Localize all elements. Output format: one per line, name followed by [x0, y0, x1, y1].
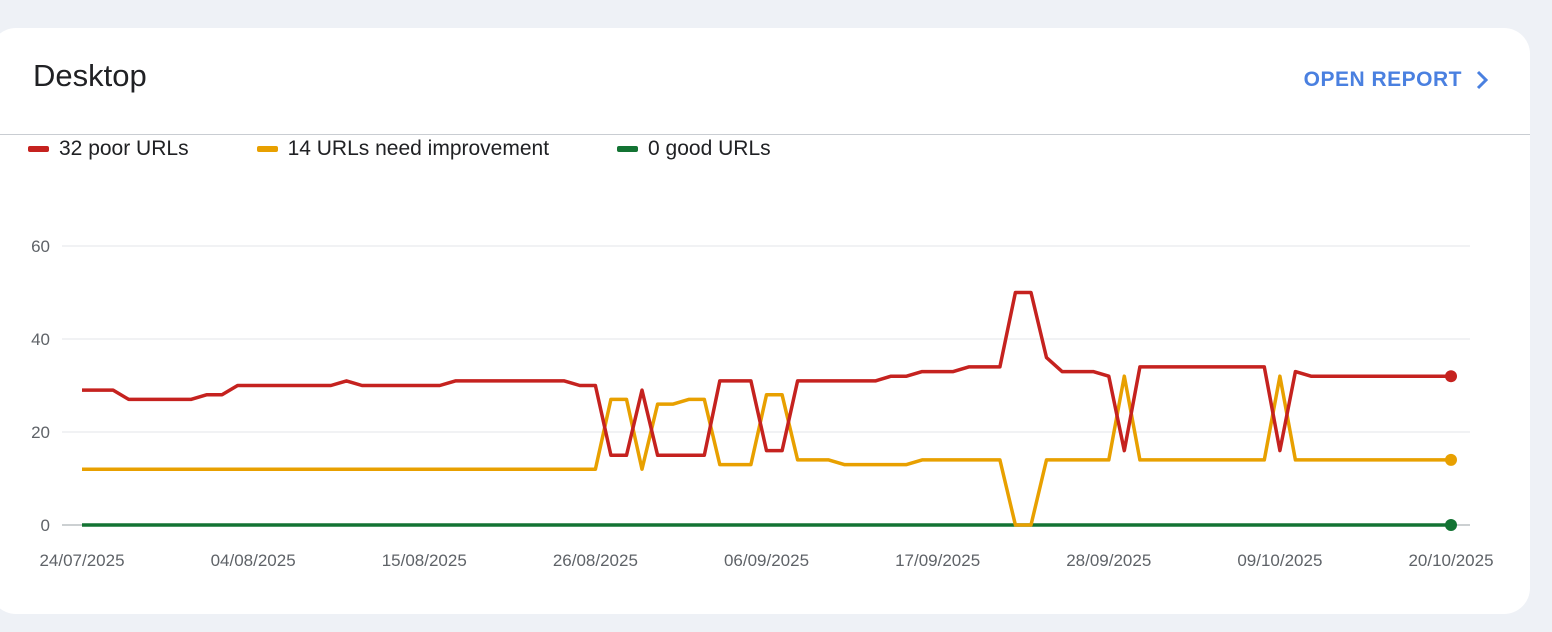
x-tick-label: 17/09/2025: [895, 551, 980, 570]
open-report-label: OPEN REPORT: [1303, 68, 1462, 91]
divider: [0, 134, 1530, 135]
legend-good[interactable]: 0 good URLs: [617, 137, 771, 161]
x-tick-label: 20/10/2025: [1408, 551, 1493, 570]
series-endpoint-good: [1445, 519, 1457, 531]
series-line-needs_improvement: [82, 374, 1451, 527]
chart-legend: 32 poor URLs 14 URLs need improvement 0 …: [28, 137, 839, 161]
legend-swatch-good: [617, 146, 639, 152]
x-tick-label: 28/09/2025: [1066, 551, 1151, 570]
x-tick-label: 24/07/2025: [39, 551, 124, 570]
legend-needs-improvement[interactable]: 14 URLs need improvement: [256, 137, 550, 161]
series-endpoint-poor: [1445, 370, 1457, 383]
series-line-poor: [82, 290, 1451, 458]
legend-label-needs-improvement: 14 URLs need improvement: [287, 137, 550, 160]
y-tick-label: 0: [41, 516, 50, 535]
x-tick-label: 15/08/2025: [382, 551, 467, 570]
legend-poor[interactable]: 32 poor URLs: [28, 137, 189, 161]
y-tick-label: 20: [31, 423, 50, 442]
legend-label-good: 0 good URLs: [648, 137, 771, 160]
x-tick-label: 04/08/2025: [211, 551, 296, 570]
chevron-right-icon: [1476, 70, 1488, 90]
legend-swatch-poor: [28, 146, 49, 152]
desktop-card: Desktop OPEN REPORT: [0, 28, 1530, 614]
legend-swatch-needs-improvement: [256, 146, 278, 152]
card-title: Desktop: [33, 58, 147, 93]
x-tick-label: 06/09/2025: [724, 551, 809, 570]
y-tick-label: 40: [31, 330, 50, 349]
y-tick-label: 60: [31, 237, 50, 256]
x-tick-label: 09/10/2025: [1237, 551, 1322, 570]
open-report-button[interactable]: OPEN REPORT: [1304, 68, 1488, 92]
series-endpoint-needs_improvement: [1445, 453, 1457, 466]
x-tick-label: 26/08/2025: [553, 551, 638, 570]
legend-label-poor: 32 poor URLs: [59, 137, 189, 160]
